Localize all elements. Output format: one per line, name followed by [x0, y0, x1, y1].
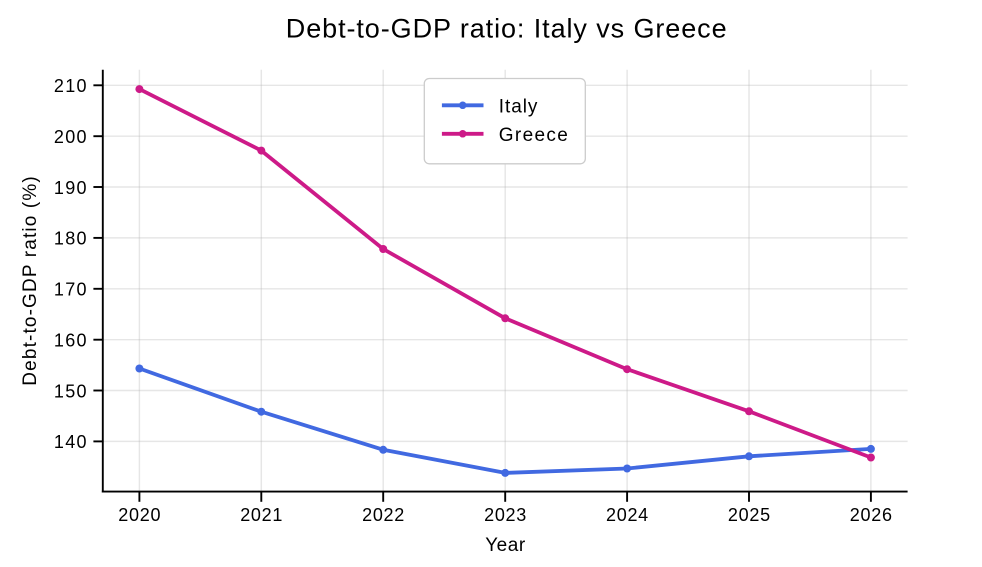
svg-text:150: 150 [54, 381, 87, 401]
svg-text:2020: 2020 [118, 505, 160, 525]
svg-text:170: 170 [54, 280, 87, 300]
svg-text:2024: 2024 [606, 505, 648, 525]
svg-text:2025: 2025 [728, 505, 770, 525]
svg-text:2022: 2022 [362, 505, 404, 525]
svg-text:2021: 2021 [240, 505, 282, 525]
svg-text:Debt-to-GDP ratio: Italy vs Gr: Debt-to-GDP ratio: Italy vs Greece [286, 14, 727, 44]
svg-text:180: 180 [54, 229, 87, 249]
svg-text:160: 160 [54, 331, 87, 351]
svg-text:Italy: Italy [499, 96, 538, 117]
svg-text:Year: Year [485, 535, 526, 556]
svg-text:Debt-to-GDP ratio (%): Debt-to-GDP ratio (%) [20, 176, 41, 386]
svg-text:210: 210 [54, 76, 87, 96]
svg-text:200: 200 [54, 127, 87, 147]
svg-text:2023: 2023 [484, 505, 526, 525]
svg-text:190: 190 [54, 178, 87, 198]
svg-text:2026: 2026 [850, 505, 892, 525]
svg-text:140: 140 [54, 432, 87, 452]
